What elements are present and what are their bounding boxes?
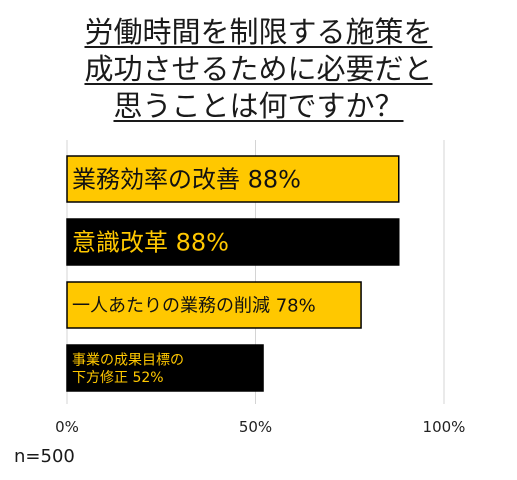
sample-size-note: n=500 [14,446,75,467]
bar [66,281,362,329]
title-line-3: 思うことは何ですか？ [113,89,404,123]
x-tick-label: 100% [423,418,466,436]
x-tick-label: 0% [55,418,79,436]
bar [66,344,264,392]
bar [66,155,400,203]
bar-label: 事業の成果目標の [72,352,184,368]
bar-label: 下方修正 52% [72,370,164,386]
title-line-1: 労働時間を制限する施策を [84,15,433,49]
chart-title: 労働時間を制限する施策を 成功させるために必要だと 思うことは何ですか？ [0,14,517,125]
bar-label: 業務効率の改善 88% [72,166,301,194]
title-line-2: 成功させるために必要だと [84,52,433,86]
x-tick-label: 50% [239,418,272,436]
bar-label: 一人あたりの業務の削減 78% [72,295,316,316]
bar [66,218,400,266]
bar-label: 意識改革 88% [72,229,229,257]
